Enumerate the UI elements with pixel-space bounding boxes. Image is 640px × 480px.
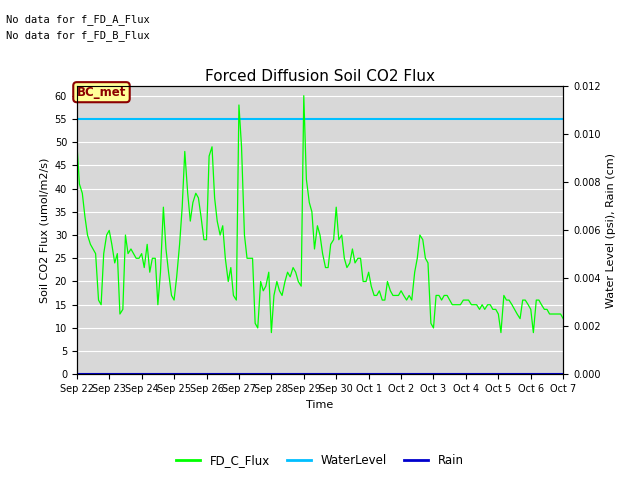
Title: Forced Diffusion Soil CO2 Flux: Forced Diffusion Soil CO2 Flux: [205, 69, 435, 84]
Text: No data for f_FD_B_Flux: No data for f_FD_B_Flux: [6, 30, 150, 41]
Y-axis label: Water Level (psi), Rain (cm): Water Level (psi), Rain (cm): [606, 153, 616, 308]
Text: No data for f_FD_A_Flux: No data for f_FD_A_Flux: [6, 13, 150, 24]
X-axis label: Time: Time: [307, 400, 333, 409]
Y-axis label: Soil CO2 Flux (umol/m2/s): Soil CO2 Flux (umol/m2/s): [39, 158, 49, 303]
Legend: FD_C_Flux, WaterLevel, Rain: FD_C_Flux, WaterLevel, Rain: [172, 449, 468, 472]
Text: BC_met: BC_met: [77, 86, 126, 99]
